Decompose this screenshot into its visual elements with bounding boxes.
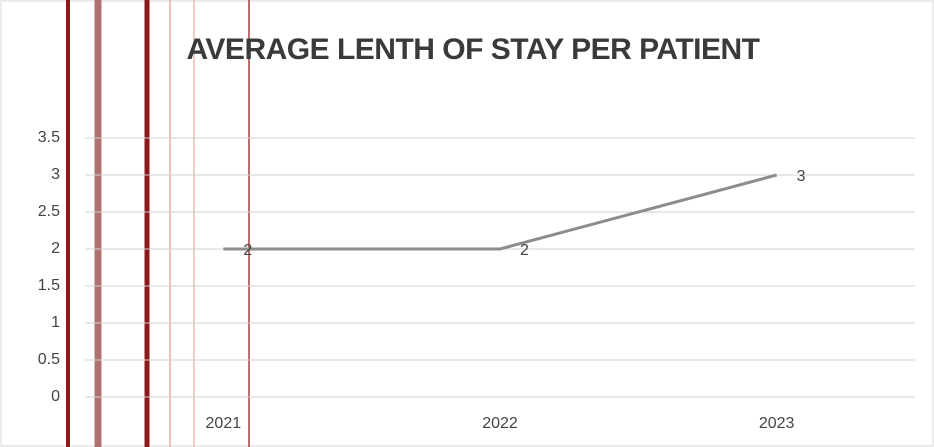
y-tick-label: 1 [51,314,60,331]
y-tick-label: 3 [51,166,60,183]
y-tick-label: 2 [51,240,60,257]
y-tick-label: 2.5 [38,203,60,220]
chart-title: AVERAGE LENTH OF STAY PER PATIENT [186,33,760,66]
data-label: 3 [797,168,806,185]
y-tick-label: 1.5 [38,277,60,294]
data-label: 2 [243,242,252,259]
data-label: 2 [520,242,529,259]
y-tick-label: 0.5 [38,351,60,368]
line-series [223,173,778,251]
y-tick-label: 3.5 [38,129,60,146]
x-tick-label: 2023 [759,415,795,432]
y-tick-label: 0 [51,388,60,405]
x-tick-label: 2022 [482,415,518,432]
x-tick-label: 2021 [206,415,242,432]
